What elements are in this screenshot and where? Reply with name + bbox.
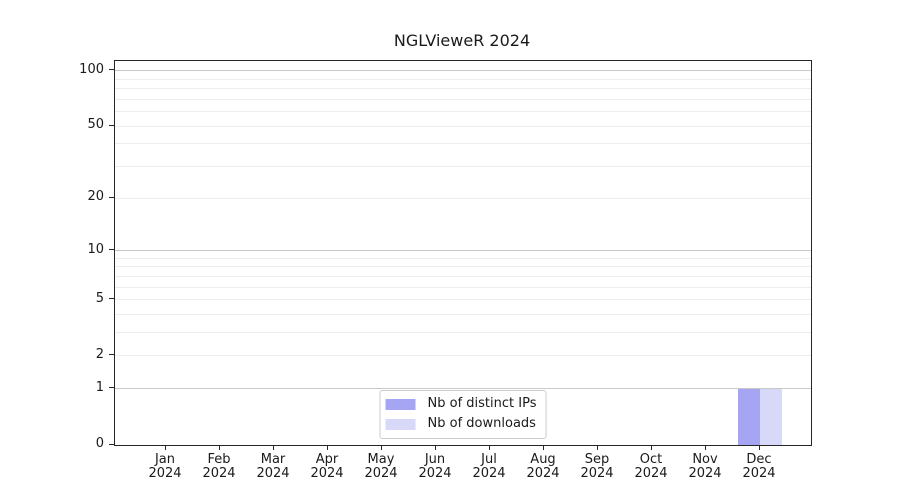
x-tick-year: 2024 bbox=[742, 466, 776, 481]
x-tick-mark bbox=[380, 445, 382, 450]
legend-swatch-downloads bbox=[385, 418, 416, 430]
x-tick-year: 2024 bbox=[256, 466, 290, 481]
gridline-minor bbox=[115, 355, 811, 357]
x-tick-label: Jun 2024 bbox=[403, 453, 467, 481]
y-tick-mark bbox=[109, 249, 114, 251]
y-tick-label: 0 bbox=[95, 436, 104, 451]
y-tick-label: 50 bbox=[87, 117, 104, 133]
x-tick-year: 2024 bbox=[526, 466, 560, 481]
x-tick-month: Oct bbox=[639, 452, 663, 467]
x-tick-label: Feb 2024 bbox=[187, 453, 251, 481]
x-tick-month: Jul bbox=[481, 452, 497, 467]
y-tick-label: 20 bbox=[87, 189, 104, 205]
x-tick-year: 2024 bbox=[148, 466, 182, 481]
x-tick-mark bbox=[272, 445, 274, 450]
x-tick-mark bbox=[326, 445, 328, 450]
gridline-minor bbox=[115, 125, 811, 127]
gridline-minor bbox=[115, 88, 811, 90]
x-tick-label: Mar 2024 bbox=[241, 453, 305, 481]
gridline-minor bbox=[115, 111, 811, 113]
y-tick-mark bbox=[109, 124, 114, 126]
y-tick-label: 5 bbox=[95, 290, 104, 306]
y-tick-mark bbox=[109, 443, 114, 445]
y-tick-mark bbox=[109, 387, 114, 389]
y-tick-mark bbox=[109, 354, 114, 356]
x-tick-label: Jan 2024 bbox=[133, 453, 197, 481]
x-tick-label: Dec 2024 bbox=[727, 453, 791, 481]
gridline-minor bbox=[115, 299, 811, 301]
x-tick-mark bbox=[758, 445, 760, 450]
x-tick-year: 2024 bbox=[634, 466, 668, 481]
gridline-minor bbox=[115, 275, 811, 277]
x-tick-label: May 2024 bbox=[349, 453, 413, 481]
x-tick-month: Aug bbox=[530, 452, 556, 467]
x-tick-label: Nov 2024 bbox=[673, 453, 737, 481]
legend-entry-downloads: Nb of downloads bbox=[385, 416, 537, 432]
x-tick-year: 2024 bbox=[202, 466, 236, 481]
x-tick-month: Dec bbox=[746, 452, 772, 467]
x-tick-year: 2024 bbox=[364, 466, 398, 481]
gridline-minor bbox=[115, 98, 811, 100]
gridline-minor bbox=[115, 197, 811, 199]
x-tick-mark bbox=[704, 445, 706, 450]
gridline-minor bbox=[115, 166, 811, 168]
gridline-minor bbox=[115, 257, 811, 259]
x-tick-month: Jan bbox=[154, 452, 176, 467]
x-tick-year: 2024 bbox=[688, 466, 722, 481]
x-tick-mark bbox=[164, 445, 166, 450]
x-tick-month: May bbox=[367, 452, 395, 467]
x-tick-year: 2024 bbox=[418, 466, 452, 481]
y-tick-label: 100 bbox=[79, 61, 104, 77]
x-tick-year: 2024 bbox=[310, 466, 344, 481]
legend-label-distinct-ips: Nb of distinct IPs bbox=[427, 396, 537, 411]
legend-label-downloads: Nb of downloads bbox=[427, 416, 536, 431]
gridline-major bbox=[115, 70, 811, 72]
x-tick-mark bbox=[596, 445, 598, 450]
gridline-minor bbox=[115, 314, 811, 315]
x-tick-mark bbox=[650, 445, 652, 450]
y-tick-label: 10 bbox=[87, 241, 104, 257]
x-tick-mark bbox=[488, 445, 490, 450]
x-tick-year: 2024 bbox=[580, 466, 614, 481]
x-tick-year: 2024 bbox=[472, 466, 506, 481]
x-tick-month: Nov bbox=[692, 452, 718, 467]
x-tick-mark bbox=[542, 445, 544, 450]
x-tick-mark bbox=[434, 445, 436, 450]
gridline-major bbox=[115, 250, 811, 252]
x-tick-label: Sep 2024 bbox=[565, 453, 629, 481]
x-tick-month: Jun bbox=[424, 452, 446, 467]
x-tick-label: Aug 2024 bbox=[511, 453, 575, 481]
y-tick-mark bbox=[109, 196, 114, 198]
bar-nb-of-downloads-dec bbox=[760, 388, 782, 445]
gridline-major bbox=[115, 388, 811, 390]
y-tick-mark bbox=[109, 298, 114, 300]
y-tick-mark bbox=[109, 69, 114, 71]
bar-nb-of-distinct-ips-dec bbox=[738, 388, 760, 445]
chart-title: NGLVieweR 2024 bbox=[393, 31, 531, 50]
y-tick-label: 2 bbox=[95, 346, 104, 362]
x-tick-label: Oct 2024 bbox=[619, 453, 683, 481]
x-tick-month: Mar bbox=[260, 452, 286, 467]
gridline-minor bbox=[115, 286, 811, 288]
x-tick-month: Sep bbox=[584, 452, 610, 467]
gridline-minor bbox=[115, 143, 811, 145]
gridline-minor bbox=[115, 78, 811, 80]
gridline-minor bbox=[115, 332, 811, 334]
x-tick-label: Apr 2024 bbox=[295, 453, 359, 481]
x-tick-mark bbox=[218, 445, 220, 450]
legend-swatch-distinct-ips bbox=[385, 398, 416, 410]
legend-entry-distinct-ips: Nb of distinct IPs bbox=[385, 396, 537, 412]
legend: Nb of distinct IPs Nb of downloads bbox=[379, 390, 547, 439]
y-tick-label: 1 bbox=[95, 379, 104, 395]
x-tick-month: Feb bbox=[207, 452, 231, 467]
x-tick-label: Jul 2024 bbox=[457, 453, 521, 481]
x-tick-month: Apr bbox=[315, 452, 339, 467]
gridline-minor bbox=[115, 266, 811, 268]
plot-area: Nb of distinct IPs Nb of downloads bbox=[114, 60, 812, 446]
